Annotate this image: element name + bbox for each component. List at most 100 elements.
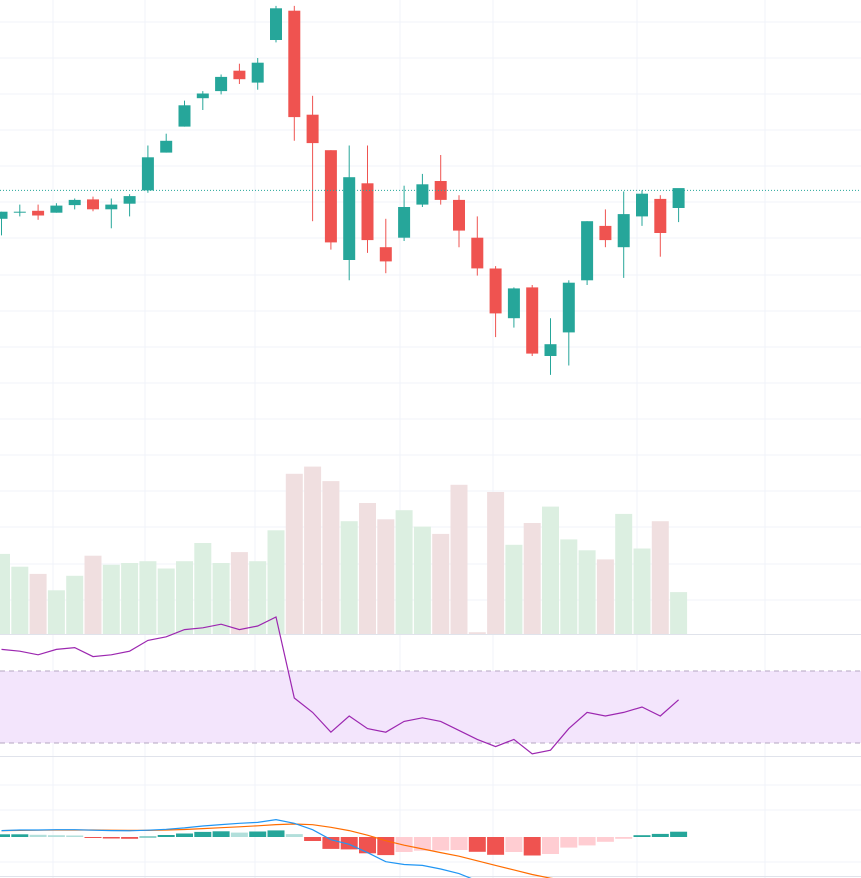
volume-bar [304,466,322,634]
volume-bar [157,568,175,634]
candle-body [306,114,319,144]
macd-line [1,818,472,878]
volume-bar [560,539,578,634]
volume-bar [523,523,541,634]
candle-body [324,150,337,243]
macd-histogram-bar [121,837,139,839]
macd-histogram-bar [0,834,10,837]
volume-bar [0,553,10,634]
macd-histogram-bar [249,831,267,837]
price-candles [0,5,685,375]
volume-bar [212,563,230,634]
macd-histogram-bar [468,837,486,852]
volume-bar [340,521,358,634]
macd-histogram-bar [432,837,450,851]
volume-bar [249,561,267,634]
macd-histogram-bar [633,835,651,837]
macd-histogram-bar [212,831,230,837]
candle-body [0,211,8,219]
candle-body [160,140,173,153]
candle-body [178,105,191,127]
candle-body [581,221,594,281]
volume-bar [11,566,29,634]
candle-body [526,287,539,354]
candle-body [599,225,612,241]
macd-pane [0,818,688,878]
volume-bar [395,510,413,634]
candle-body [50,205,63,213]
candle-body [654,198,667,233]
macd-histogram-bar [651,833,669,837]
candle-body [87,199,99,210]
macd-histogram-bar [176,833,193,837]
macd-signal-line [1,823,554,878]
candle-body [32,210,45,216]
macd-histogram-bar [139,836,157,838]
volume-bar [377,519,395,634]
candle-body [562,282,575,333]
macd-histogram-bar [230,832,248,837]
macd-histogram-bar [29,834,47,837]
macd-histogram-bar [359,837,376,854]
candle-body [215,76,228,92]
candle-body [453,199,465,231]
candle-body [544,344,557,356]
volume-bar [542,506,559,634]
candle-body [288,10,301,118]
macd-histogram-bar [505,837,523,852]
volume-bar [29,573,47,634]
macd-histogram-bar [84,837,102,838]
macd-histogram-bar [322,837,340,849]
candle-body [379,247,392,262]
macd-histogram-bar [157,835,175,837]
macd-histogram-bar [267,830,285,837]
volume-bar [359,503,376,634]
volume-bar [487,492,505,634]
macd-histogram-bar [285,834,303,837]
volume-bar [267,530,285,634]
macd-histogram-bar [413,837,431,851]
macd-histogram-bar [47,835,65,837]
volume-bar [615,513,633,634]
candle-body [434,181,447,200]
macd-histogram-bar [102,837,120,839]
volume-bar [596,559,614,634]
volume-bar [121,563,139,634]
volume-bar [194,543,212,634]
volume-bar [432,533,450,634]
candle-body [471,237,484,269]
macd-histogram-bar [377,837,395,856]
candle-body [123,196,136,204]
volume-bar [468,632,486,634]
candle-body [270,8,282,41]
macd-histogram-bar [66,835,84,837]
volume-bar [450,484,468,634]
candle-body [672,188,685,208]
rsi-band-fill [0,671,861,743]
candle-body [636,193,648,217]
macd-histogram-bar [450,837,468,850]
volume-bar [176,561,193,634]
macd-histogram-bar [560,837,578,848]
candle-body [251,62,264,83]
macd-histogram-bar [578,837,596,846]
macd-histogram-bar [395,837,413,852]
volume-bar [322,481,340,634]
volume-bar [230,552,248,634]
rsi-pane [0,616,861,755]
macd-histogram-bar [194,831,212,837]
macd-histogram-bar [542,837,559,854]
volume-bars [0,466,688,634]
candle-body [233,70,246,80]
volume-bar [285,473,303,634]
macd-histogram-bar [670,831,688,837]
candle-body [489,268,502,314]
macd-histogram-bar [615,837,633,839]
candle-body [141,157,154,191]
pane-separators [0,634,861,877]
volume-bar [670,592,688,634]
volume-bar [413,526,431,634]
